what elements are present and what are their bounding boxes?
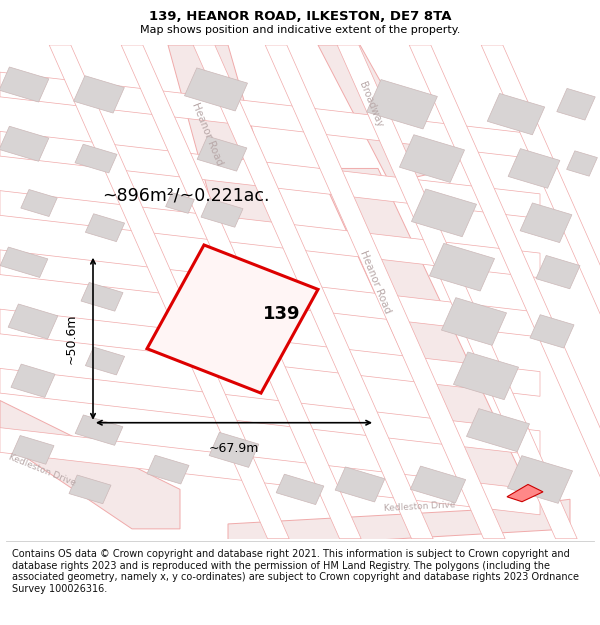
Polygon shape — [81, 282, 123, 311]
Polygon shape — [12, 436, 54, 464]
Polygon shape — [147, 455, 189, 484]
Polygon shape — [166, 192, 194, 213]
Polygon shape — [69, 475, 111, 504]
Polygon shape — [430, 243, 494, 291]
Polygon shape — [11, 364, 55, 398]
Text: 139, HEANOR ROAD, ILKESTON, DE7 8TA: 139, HEANOR ROAD, ILKESTON, DE7 8TA — [149, 10, 451, 23]
Polygon shape — [0, 247, 48, 278]
Polygon shape — [209, 432, 259, 468]
Polygon shape — [276, 474, 324, 504]
Polygon shape — [0, 368, 540, 456]
Polygon shape — [0, 309, 540, 396]
Polygon shape — [337, 45, 577, 539]
Polygon shape — [0, 401, 180, 529]
Polygon shape — [520, 203, 572, 242]
Polygon shape — [367, 79, 437, 129]
Text: ~50.6m: ~50.6m — [65, 314, 78, 364]
Polygon shape — [507, 484, 543, 502]
Polygon shape — [85, 214, 125, 242]
Polygon shape — [197, 136, 247, 171]
Polygon shape — [121, 45, 361, 539]
Text: Contains OS data © Crown copyright and database right 2021. This information is : Contains OS data © Crown copyright and d… — [12, 549, 579, 594]
Polygon shape — [75, 415, 123, 446]
Text: ~896m²/~0.221ac.: ~896m²/~0.221ac. — [102, 187, 269, 204]
Polygon shape — [21, 189, 57, 216]
Text: Heanor Road: Heanor Road — [190, 101, 224, 167]
Polygon shape — [215, 259, 265, 294]
Polygon shape — [49, 45, 289, 539]
Polygon shape — [530, 315, 574, 348]
Text: Kedleston Drive: Kedleston Drive — [384, 500, 456, 513]
Polygon shape — [410, 466, 466, 503]
Polygon shape — [74, 76, 124, 113]
Polygon shape — [557, 88, 595, 120]
Polygon shape — [0, 72, 540, 159]
Polygon shape — [168, 45, 282, 242]
Polygon shape — [412, 189, 476, 237]
Polygon shape — [536, 256, 580, 289]
Polygon shape — [201, 199, 243, 228]
Polygon shape — [265, 45, 505, 539]
Polygon shape — [0, 250, 540, 337]
Text: Heanor Road: Heanor Road — [358, 249, 392, 315]
Text: Broadway: Broadway — [357, 80, 385, 129]
Text: Map shows position and indicative extent of the property.: Map shows position and indicative extent… — [140, 25, 460, 35]
Polygon shape — [409, 45, 600, 539]
Polygon shape — [566, 151, 598, 176]
Polygon shape — [0, 131, 540, 219]
Polygon shape — [400, 135, 464, 182]
Polygon shape — [8, 304, 58, 339]
Polygon shape — [481, 45, 600, 539]
Polygon shape — [335, 467, 385, 502]
Polygon shape — [442, 298, 506, 346]
Polygon shape — [318, 45, 432, 183]
Polygon shape — [508, 149, 560, 188]
Polygon shape — [0, 67, 49, 102]
Text: Kedleston Drive: Kedleston Drive — [7, 452, 77, 488]
Polygon shape — [487, 94, 545, 135]
Polygon shape — [0, 428, 540, 515]
Text: 139: 139 — [263, 305, 301, 323]
Polygon shape — [508, 456, 572, 503]
Polygon shape — [193, 45, 433, 539]
Polygon shape — [466, 409, 530, 452]
Polygon shape — [454, 352, 518, 399]
Polygon shape — [0, 126, 49, 161]
Polygon shape — [228, 499, 570, 549]
Text: ~67.9m: ~67.9m — [209, 442, 259, 456]
Polygon shape — [184, 68, 248, 111]
Polygon shape — [0, 191, 540, 278]
Polygon shape — [85, 347, 125, 375]
Polygon shape — [147, 245, 318, 393]
Polygon shape — [75, 144, 117, 173]
Polygon shape — [318, 168, 540, 524]
